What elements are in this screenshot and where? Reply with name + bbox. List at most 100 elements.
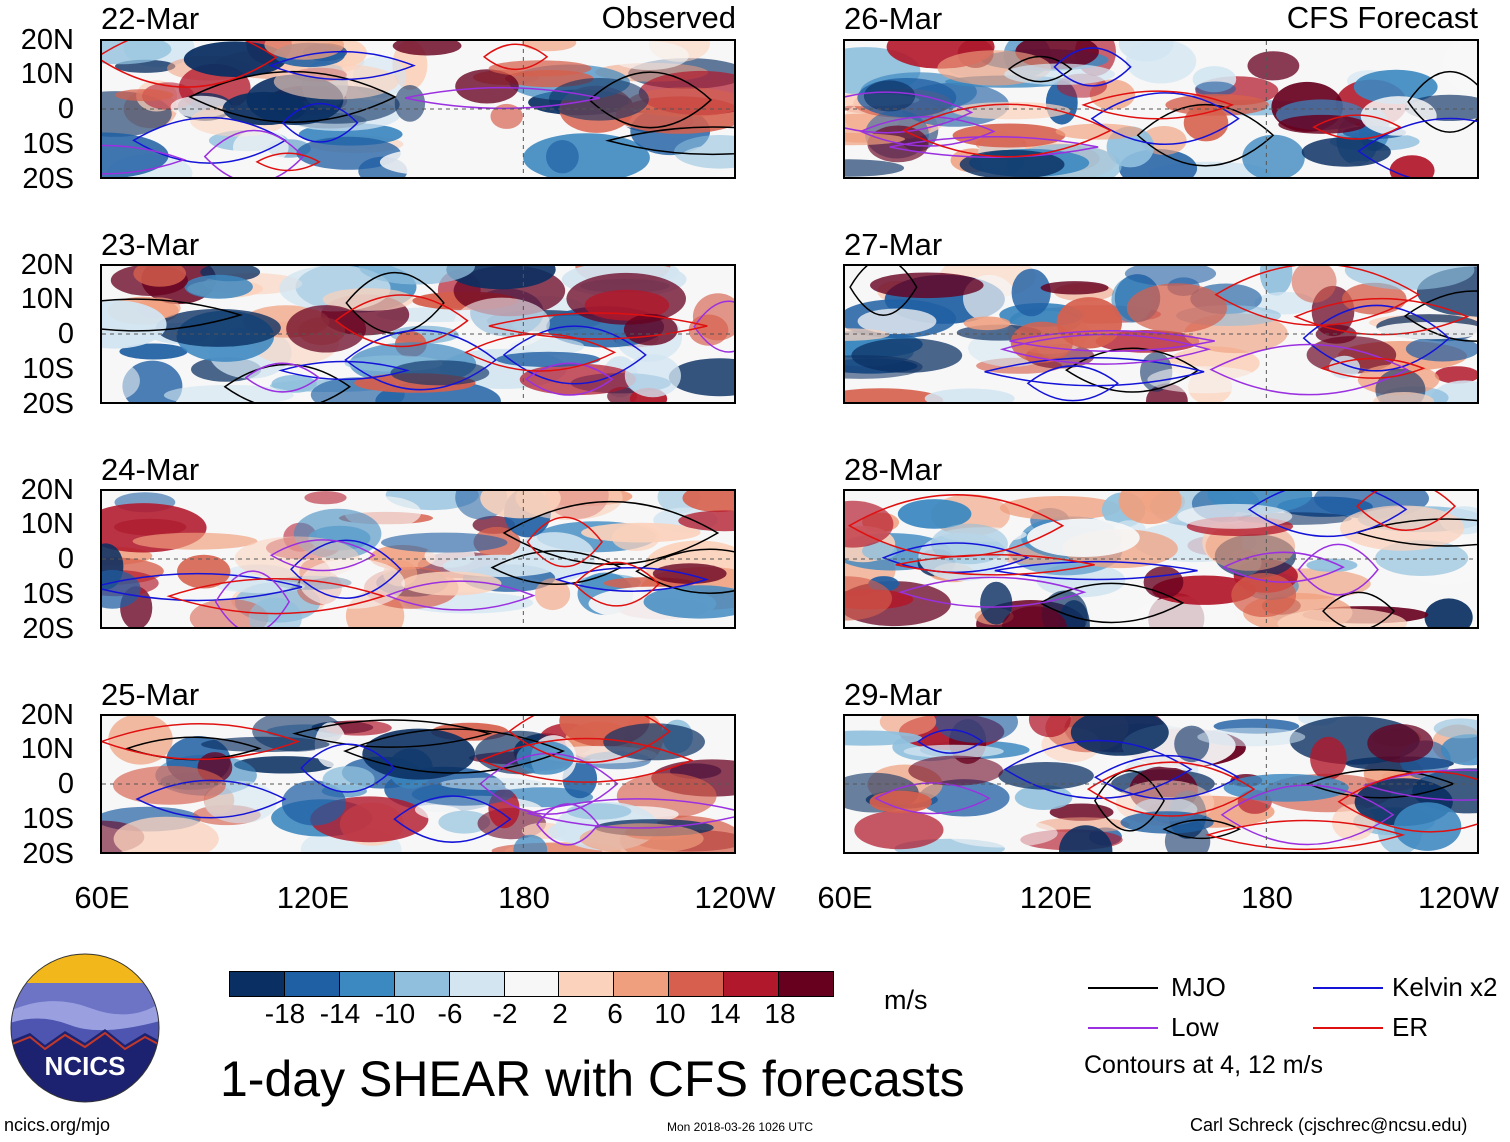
- units-label: m/s: [884, 985, 928, 1015]
- contour-kelvin: [290, 539, 402, 599]
- contour-er: [478, 737, 694, 783]
- shear-map: [100, 489, 736, 629]
- y-tick-label: 10N: [20, 283, 74, 315]
- colorbar-swatch: [394, 972, 450, 996]
- shear-anomaly-blob: [692, 293, 734, 341]
- contour-mjo: [345, 271, 445, 335]
- shear-anomaly-blob: [132, 532, 258, 550]
- credit: Carl Schreck (cjschrec@ncsu.edu): [1190, 1115, 1468, 1135]
- shear-anomaly-blob: [935, 716, 1018, 743]
- contour-kelvin: [1026, 365, 1119, 402]
- shear-anomaly-blob: [609, 41, 689, 70]
- legend-line-er: [1313, 1027, 1383, 1029]
- contour-kelvin: [1247, 491, 1408, 538]
- shear-anomaly-blob: [845, 132, 905, 146]
- colorbar-tick: 6: [607, 998, 623, 1029]
- shear-anomaly-blob: [845, 388, 944, 402]
- colorbar-swatch: [230, 972, 285, 996]
- contour-mjo: [1094, 770, 1165, 832]
- contour-low: [102, 144, 187, 175]
- colorbar-tick: 14: [709, 998, 741, 1029]
- colorbar-tick: -14: [319, 998, 361, 1029]
- contour-er: [1081, 90, 1235, 120]
- shear-anomaly-blob: [1070, 716, 1169, 756]
- contour-kelvin: [1090, 92, 1240, 145]
- shear-anomaly-blob: [1040, 281, 1109, 295]
- shear-anomaly-blob: [1259, 266, 1293, 296]
- contour-kelvin: [281, 102, 359, 143]
- contour-kelvin: [1053, 47, 1132, 87]
- y-tick-label: 20N: [20, 474, 74, 506]
- contour-er: [1356, 491, 1456, 532]
- contour-low: [405, 86, 600, 110]
- contour-er: [334, 294, 469, 348]
- shear-anomaly-blob: [845, 500, 894, 548]
- x-tick-label: 60E: [74, 880, 130, 915]
- shear-anomaly-blob: [304, 491, 347, 505]
- panel-date: 24-Mar: [101, 452, 200, 487]
- shear-anomaly-blob: [1310, 736, 1347, 780]
- panel-date: 29-Mar: [844, 677, 943, 712]
- shear-map: [843, 489, 1479, 629]
- x-tick-label: 120W: [694, 880, 776, 915]
- shear-anomaly-blob: [952, 123, 1066, 148]
- shear-anomaly-blob: [1360, 96, 1437, 136]
- shear-anomaly-blob: [1010, 321, 1074, 363]
- shear-anomaly-blob: [519, 363, 636, 396]
- shear-field: [845, 716, 1477, 852]
- shear-anomaly-blob: [102, 41, 172, 65]
- shear-anomaly-blob: [1126, 283, 1227, 333]
- shear-anomaly-blob: [102, 360, 140, 402]
- website-link[interactable]: ncics.org/mjo: [4, 1115, 111, 1135]
- panel-date: 26-Mar: [844, 1, 943, 36]
- shear-anomaly-blob: [1433, 718, 1477, 739]
- contour-er: [895, 554, 1095, 576]
- colorbar-swatch: [779, 972, 833, 996]
- shear-anomaly-blob: [1026, 518, 1140, 557]
- contour-kelvin: [1302, 304, 1451, 372]
- shear-anomaly-blob: [488, 60, 592, 77]
- shear-anomaly-blob: [1301, 137, 1391, 167]
- legend-line-low: [1088, 1027, 1158, 1029]
- shear-anomaly-blob: [1003, 375, 1049, 397]
- shear-anomaly-blob: [668, 358, 734, 397]
- colorbar-tick: 2: [552, 998, 568, 1029]
- panel-date: 27-Mar: [844, 227, 943, 262]
- shear-anomaly-blob: [1055, 123, 1143, 140]
- shear-anomaly-blob: [281, 780, 347, 826]
- contour-mjo: [1162, 819, 1242, 840]
- shear-anomaly-blob: [1028, 716, 1071, 738]
- shear-anomaly-blob: [1291, 266, 1337, 303]
- shear-anomaly-blob: [122, 360, 183, 402]
- contour-er: [1293, 297, 1470, 336]
- contour-er: [847, 494, 1065, 558]
- shear-anomaly-blob: [300, 558, 405, 609]
- y-tick-label: 20N: [20, 699, 74, 731]
- y-tick-label: 20S: [22, 388, 74, 420]
- shear-anomaly-blob: [1367, 724, 1434, 763]
- shear-field: [102, 491, 734, 627]
- contour-low: [1220, 784, 1395, 846]
- shear-anomaly-blob: [1011, 268, 1051, 317]
- contour-low: [1222, 551, 1345, 583]
- shear-field: [845, 41, 1477, 177]
- colorbar-swatch: [449, 972, 505, 996]
- shear-anomaly-blob: [924, 388, 1015, 402]
- y-tick-label: 10S: [22, 803, 74, 835]
- shear-anomaly-blob: [611, 524, 660, 551]
- y-tick-label: 20N: [20, 24, 74, 56]
- colorbar-tick: -18: [264, 998, 306, 1029]
- shear-map: [843, 264, 1479, 404]
- legend-label-kelvin: Kelvin x2: [1392, 972, 1498, 1002]
- shear-anomaly-blob: [1306, 558, 1358, 572]
- shear-anomaly-blob: [897, 499, 972, 529]
- shear-anomaly-blob: [362, 728, 476, 780]
- contour-low: [889, 136, 1099, 158]
- shear-anomaly-blob: [322, 288, 414, 311]
- contour-er: [1086, 761, 1256, 817]
- shear-anomaly-blob: [1124, 266, 1217, 286]
- shear-anomaly-blob: [322, 766, 375, 793]
- legend-label-low: Low: [1171, 1012, 1219, 1042]
- contour-mjo: [605, 126, 734, 156]
- contour-kelvin: [502, 325, 647, 385]
